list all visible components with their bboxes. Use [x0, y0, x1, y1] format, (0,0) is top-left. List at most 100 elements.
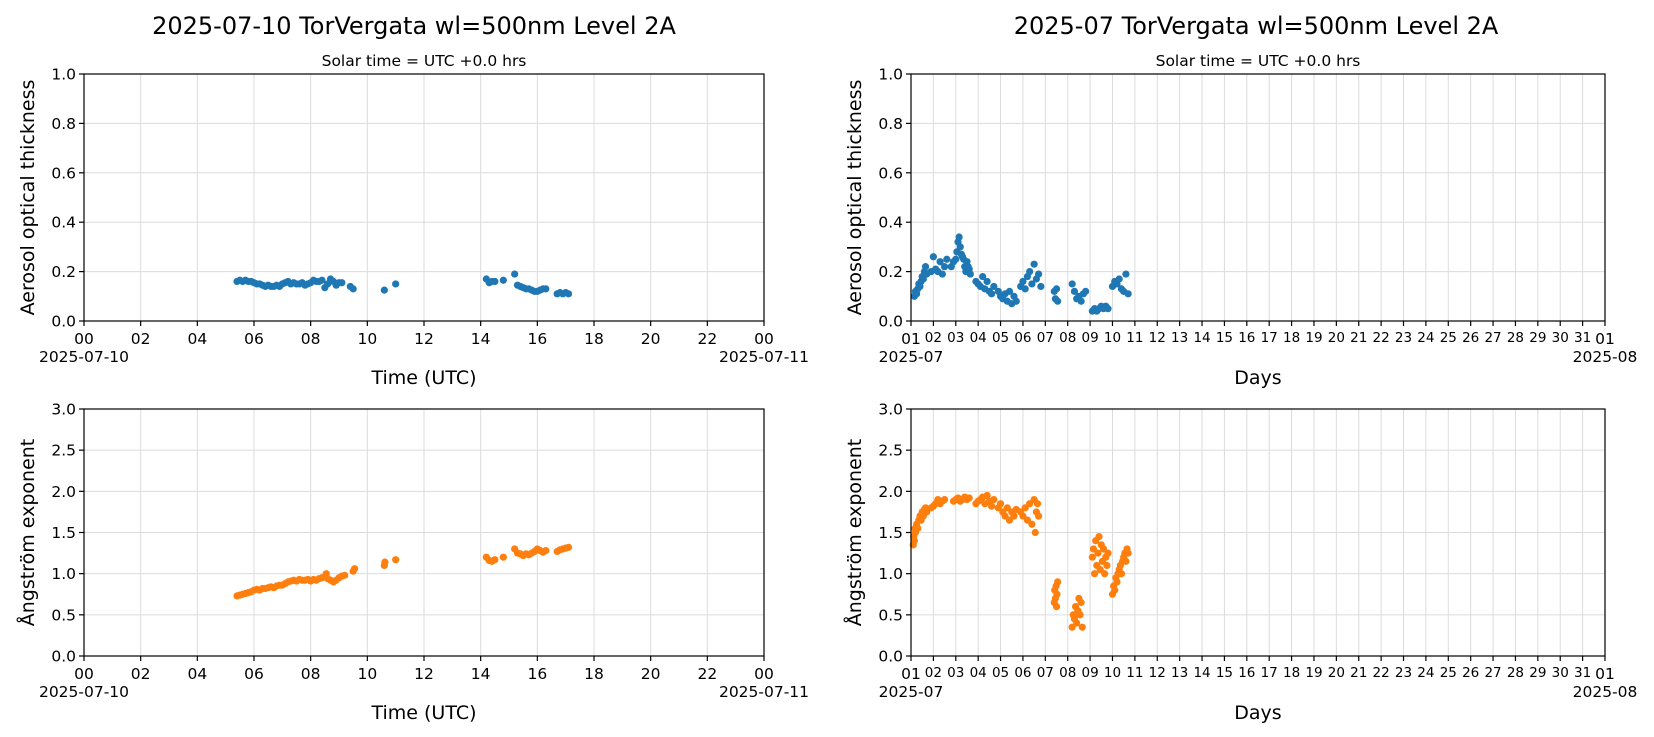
x-tick-label: 22: [697, 330, 717, 348]
data-point: [1078, 623, 1086, 631]
x-tick-label: 21: [1350, 665, 1367, 681]
x-tick-label: 12: [1149, 665, 1166, 681]
data-point: [392, 556, 400, 564]
data-point: [511, 270, 519, 278]
x-start-date-label: 2025-07: [879, 683, 944, 701]
x-start-date-label: 2025-07-10: [39, 683, 129, 701]
data-point: [318, 276, 326, 284]
y-tick-label: 3.0: [878, 401, 903, 419]
x-tick-label: 07: [1037, 330, 1054, 346]
x-start-date-label: 2025-07: [879, 348, 944, 366]
x-tick-label: 24: [1417, 330, 1434, 346]
x-tick-label: 12: [414, 665, 434, 683]
x-tick-label: 14: [471, 665, 491, 683]
x-tick-label: 14: [1193, 330, 1210, 346]
x-tick-label: 14: [1193, 665, 1210, 681]
x-tick-label: 22: [697, 665, 717, 683]
y-tick-label: 1.5: [878, 524, 903, 542]
daily-angstrom-panel: 0.0 0.5 1.0 1.5 2.0 2.5 3.0 00 02 04 06 08 10 12 14 16 1…: [16, 401, 809, 725]
data-point: [499, 553, 507, 561]
y-tick-label: 0.5: [51, 606, 76, 624]
data-point: [938, 270, 946, 278]
x-tick-label: 04: [970, 330, 987, 346]
x-tick-label: 20: [641, 665, 661, 683]
y-tick-label: 2.5: [51, 442, 76, 460]
data-point: [542, 285, 550, 293]
x-tick-label: 31: [1574, 665, 1591, 681]
data-point: [1104, 305, 1112, 313]
x-tick-label: 29: [1529, 665, 1546, 681]
x-tick-label: 06: [1014, 330, 1031, 346]
data-point: [392, 280, 400, 288]
data-point: [349, 285, 357, 293]
data-point: [1088, 553, 1096, 561]
x-tick-label: 06: [244, 665, 264, 683]
x-tick-label: 14: [471, 330, 491, 348]
x-tick-label: 13: [1171, 330, 1188, 346]
data-point: [1031, 528, 1039, 537]
x-tick-label: 19: [1305, 330, 1322, 346]
data-point: [1019, 277, 1027, 286]
x-end-date-label: 2025-08: [1573, 348, 1638, 366]
y-tick-label: 2.5: [878, 442, 903, 460]
panel-subtitle: Solar time = UTC +0.0 hrs: [322, 52, 527, 70]
x-tick-label: 17: [1261, 330, 1278, 346]
x-tick-label: 20: [641, 330, 661, 348]
y-tick-label: 0.2: [51, 263, 76, 281]
left-figure-title: 2025-07-10 TorVergata wl=500nm Level 2A: [152, 12, 676, 40]
data-point: [1033, 500, 1042, 508]
data-point: [910, 537, 918, 545]
data-point: [940, 495, 949, 504]
data-point: [1037, 282, 1045, 291]
x-tick-label: 25: [1440, 330, 1457, 346]
y-tick-label: 0.4: [51, 214, 76, 232]
data-point: [380, 286, 388, 294]
data-point: [929, 253, 937, 261]
y-tick-label: 0.4: [878, 214, 903, 232]
x-tick-label: 13: [1171, 665, 1188, 681]
data-point: [1117, 570, 1126, 578]
x-tick-label: 06: [1014, 665, 1031, 681]
x-end-date-label: 2025-08: [1573, 683, 1638, 701]
data-point: [1095, 533, 1103, 541]
x-tick-label: 31: [1574, 330, 1591, 346]
data-point: [491, 277, 499, 286]
x-tick-label: 00: [74, 665, 94, 683]
x-tick-label: 08: [301, 665, 321, 683]
x-tick-label: 04: [187, 665, 207, 683]
x-tick-label: 03: [947, 330, 964, 346]
data-point: [996, 500, 1005, 508]
y-tick-label: 0.0: [878, 313, 903, 331]
data-point: [1010, 512, 1018, 520]
x-tick-label: 28: [1507, 330, 1524, 346]
x-tick-label: 02: [925, 665, 942, 681]
x-axis-label: Days: [1234, 367, 1281, 389]
y-tick-label: 1.0: [51, 565, 76, 583]
data-point: [1054, 578, 1062, 586]
x-tick-label: 02: [925, 330, 942, 346]
x-tick-label: 27: [1484, 330, 1501, 346]
data-point: [1115, 275, 1123, 283]
data-point: [921, 263, 930, 271]
data-point: [564, 290, 573, 298]
x-tick-label: 01: [901, 330, 921, 348]
x-axis-label: Days: [1234, 702, 1281, 724]
data-point: [1026, 268, 1034, 276]
data-point: [1012, 297, 1020, 305]
y-tick-label: 0.5: [878, 606, 903, 624]
x-tick-label: 30: [1552, 330, 1569, 346]
x-tick-label: 27: [1484, 665, 1501, 681]
data-point: [1111, 586, 1119, 594]
x-tick-label: 29: [1529, 330, 1546, 346]
y-tick-label: 1.5: [51, 524, 76, 542]
data-point: [1104, 549, 1112, 557]
x-tick-label: 18: [1283, 330, 1300, 346]
data-point: [1030, 260, 1038, 268]
data-point: [341, 571, 349, 579]
y-tick-label: 2.0: [878, 483, 903, 501]
data-point: [987, 502, 996, 510]
y-tick-label: 0.0: [51, 313, 76, 331]
x-tick-label: 10: [1104, 330, 1121, 346]
data-point: [966, 270, 974, 278]
y-tick-label: 0.0: [51, 648, 76, 666]
